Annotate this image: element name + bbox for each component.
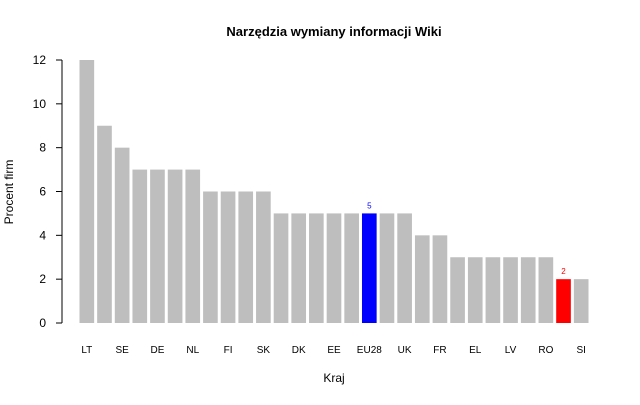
bar — [203, 191, 218, 323]
x-tick-label: SE — [115, 345, 129, 356]
bar — [185, 169, 201, 323]
x-tick-label: DK — [292, 345, 306, 356]
bar — [132, 169, 148, 323]
data-label: 5 — [367, 201, 372, 210]
y-axis: 0 2 4 6 8 10 12 — [33, 53, 63, 330]
chart-title: Narzędzia wymiany informacji Wiki — [226, 24, 441, 39]
bar — [503, 257, 518, 323]
y-tick-label: 12 — [33, 53, 47, 67]
y-tick-label: 2 — [39, 272, 46, 286]
bar — [361, 213, 377, 323]
data-labels: 52 — [367, 201, 566, 276]
bar — [379, 213, 395, 323]
x-tick-label: SI — [576, 345, 585, 356]
bar — [309, 213, 324, 323]
y-axis-label: Procent firm — [2, 160, 16, 225]
bar — [432, 235, 448, 323]
x-tick-label: FR — [433, 345, 446, 356]
x-tick-label: DE — [150, 345, 164, 356]
bar — [450, 257, 465, 323]
bar — [114, 147, 130, 323]
bar — [97, 125, 112, 323]
y-tick-label: 4 — [39, 228, 46, 242]
bar — [79, 60, 95, 323]
x-tick-label: NL — [186, 345, 199, 356]
y-tick-label: 0 — [39, 316, 46, 330]
y-tick-label: 8 — [39, 141, 46, 155]
data-label: 2 — [561, 267, 566, 276]
bar — [485, 257, 501, 323]
y-tick-label: 10 — [33, 97, 47, 111]
bar — [538, 257, 554, 323]
bar — [556, 279, 571, 323]
bar — [256, 191, 271, 323]
bar — [326, 213, 342, 323]
bar — [573, 279, 589, 323]
x-tick-label: LV — [505, 345, 517, 356]
x-tick-label: SK — [257, 345, 271, 356]
x-tick-label: LT — [81, 345, 92, 356]
bar — [291, 213, 307, 323]
bar — [220, 191, 236, 323]
x-tick-label: EU28 — [357, 345, 382, 356]
bar — [273, 213, 289, 323]
x-tick-label: EE — [327, 345, 341, 356]
x-tick-label: EL — [469, 345, 482, 356]
bars-group — [79, 60, 589, 323]
x-axis-label: Kraj — [323, 371, 344, 385]
y-tick-label: 6 — [39, 185, 46, 199]
bar — [520, 257, 536, 323]
bar — [167, 169, 183, 323]
x-tick-label: RO — [538, 345, 553, 356]
bar — [344, 213, 359, 323]
bar — [150, 169, 165, 323]
bar — [397, 213, 412, 323]
bar — [414, 235, 430, 323]
category-labels: LT SE DE NL FI SK DK EE EU28 UK FR EL LV RO SI — [81, 345, 586, 356]
x-tick-label: FI — [224, 345, 233, 356]
x-tick-label: UK — [398, 345, 412, 356]
bar — [238, 191, 254, 323]
bar — [467, 257, 483, 323]
